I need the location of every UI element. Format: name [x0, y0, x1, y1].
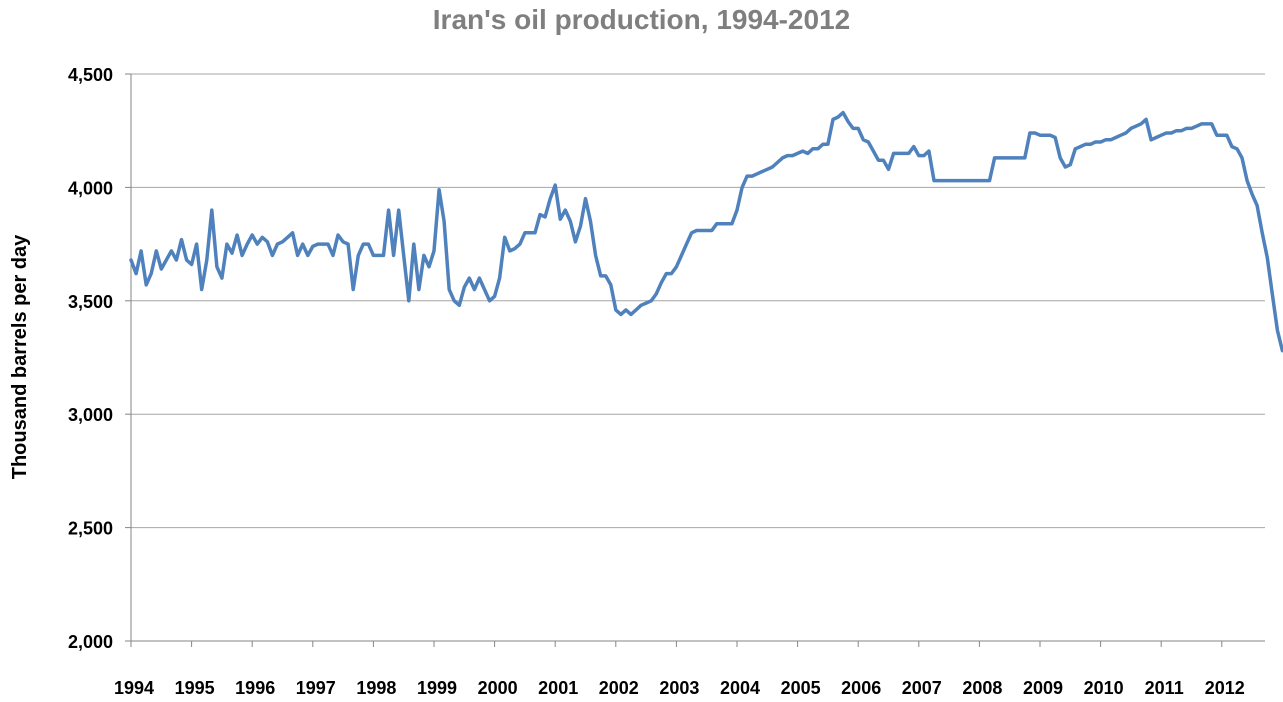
y-tick-label: 3,500: [68, 292, 113, 312]
x-tick-label: 2010: [1084, 678, 1124, 698]
x-tick-label: 2012: [1205, 678, 1245, 698]
x-tick-label: 2011: [1145, 678, 1184, 698]
x-tick-labels: 1994 1995 1996 1997 1998 1999 2000 2001 2002 2003…: [114, 678, 1245, 698]
x-tick-label: 1998: [356, 678, 396, 698]
x-tick-label: 2000: [478, 678, 518, 698]
y-tick-label: 4,500: [68, 65, 113, 85]
x-tick-label: 2005: [781, 678, 821, 698]
y-axis-title: Thousand barrels per day: [9, 234, 31, 479]
y-tick-label: 2,000: [68, 632, 113, 652]
x-tick-label: 2007: [902, 678, 942, 698]
x-tick-label: 1997: [296, 678, 336, 698]
gridlines: [131, 73, 1265, 529]
x-tick-label: 1996: [235, 678, 275, 698]
x-tick-label: 2008: [962, 678, 1002, 698]
series-layer: [129, 110, 1283, 353]
x-tick-label: 2002: [599, 678, 639, 698]
x-tick-label: 2006: [841, 678, 881, 698]
x-tick-label: 2001: [538, 678, 578, 698]
x-tick-label: 1994: [114, 678, 154, 698]
axes: [125, 73, 1265, 647]
x-tick-label: 2004: [720, 678, 760, 698]
series-line: [129, 110, 1283, 353]
y-tick-labels: 2,000 2,500 3,000 3,500 4,000 4,500: [68, 65, 113, 652]
y-tick-label: 3,000: [68, 405, 113, 425]
x-tick-label: 1999: [417, 678, 457, 698]
y-tick-label: 2,500: [68, 519, 113, 539]
y-tick-label: 4,000: [68, 178, 113, 198]
x-tick-label: 1995: [175, 678, 215, 698]
chart-title: Iran's oil production, 1994-2012: [432, 4, 851, 35]
x-tick-label: 2003: [659, 678, 699, 698]
x-tick-label: 2009: [1023, 678, 1063, 698]
